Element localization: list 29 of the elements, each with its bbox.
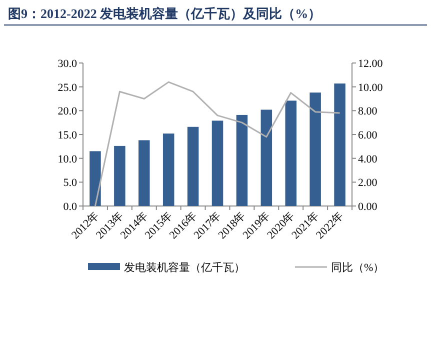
chart-title: 图9：2012-2022 发电装机容量（亿千瓦）及同比（%） <box>8 6 322 21</box>
bar <box>138 140 150 206</box>
bar <box>334 83 346 206</box>
y2-tick-label: 4.00 <box>358 153 378 166</box>
bar <box>114 146 126 206</box>
bar <box>212 120 224 206</box>
y2-tick-label: 6.00 <box>358 130 378 142</box>
y-tick-label: 0.0 <box>63 201 78 213</box>
legend-label: 同比（%） <box>331 261 384 274</box>
y2-tick-label: 12.00 <box>358 58 384 70</box>
bar <box>236 114 248 206</box>
y-tick-label: 10.0 <box>58 153 78 166</box>
y2-tick-label: 0.00 <box>358 201 378 213</box>
bar <box>187 126 199 206</box>
bar <box>285 100 296 206</box>
y-tick-label: 5.0 <box>63 177 78 190</box>
bar <box>162 134 174 206</box>
bar <box>310 92 321 206</box>
y2-tick-label: 10.00 <box>358 82 384 94</box>
legend-label: 发电装机容量（亿千瓦） <box>124 261 245 274</box>
y-tick-label: 25.0 <box>58 82 78 94</box>
y-tick-label: 20.0 <box>58 106 78 118</box>
bar <box>260 110 272 206</box>
y2-tick-label: 2.00 <box>358 177 378 190</box>
y2-tick-label: 8.00 <box>358 106 378 118</box>
bar <box>90 151 101 206</box>
y-tick-label: 30.0 <box>58 58 78 70</box>
line-series <box>94 81 341 207</box>
y-tick-label: 15.0 <box>58 130 78 142</box>
